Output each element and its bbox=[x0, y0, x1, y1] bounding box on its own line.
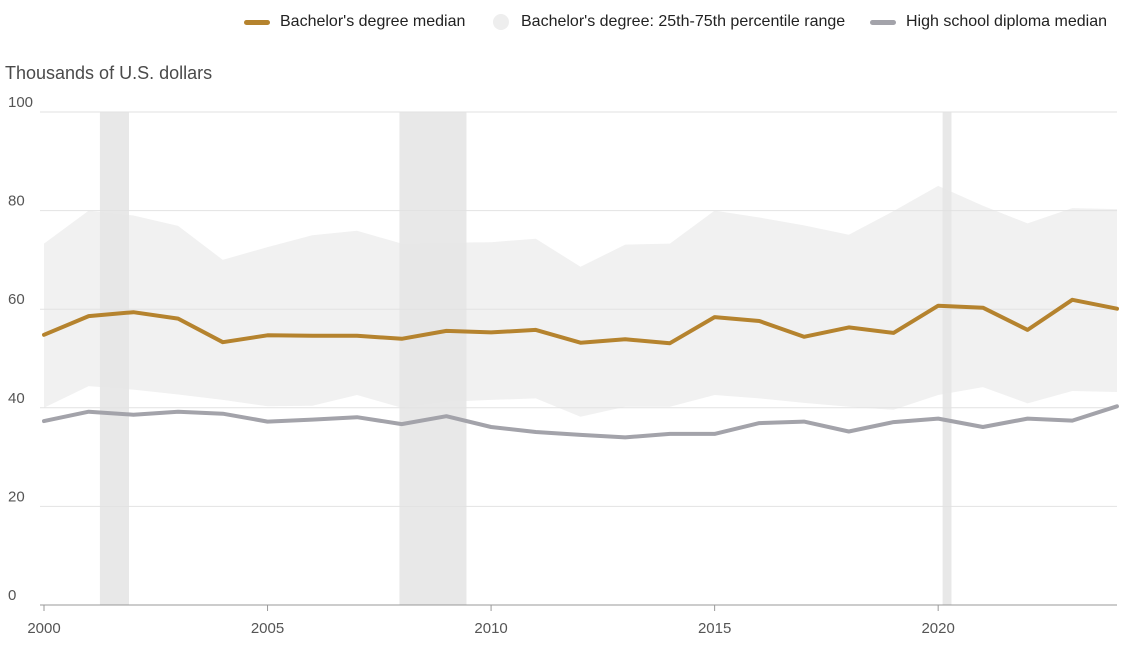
series-line-0 bbox=[42, 297, 1119, 346]
x-tick-label-2000: 2000 bbox=[27, 620, 60, 637]
legend-swatch-bachelors-range bbox=[493, 14, 509, 30]
x-tick-label-2020: 2020 bbox=[921, 620, 954, 637]
y-tick-label-60: 60 bbox=[8, 291, 25, 308]
legend-item-highschool-median: High school diploma median bbox=[870, 10, 1107, 34]
y-tick-label-0: 0 bbox=[8, 587, 16, 604]
y-tick-label-80: 80 bbox=[8, 193, 25, 210]
recession-shade-0 bbox=[99, 112, 129, 605]
legend-item-bachelors-range: Bachelor's degree: 25th-75th percentile … bbox=[493, 10, 845, 34]
recession-shade-2 bbox=[942, 112, 952, 605]
y-tick-label-100: 100 bbox=[8, 94, 33, 111]
legend-label-highschool-median: High school diploma median bbox=[906, 13, 1107, 30]
y-axis-label: Thousands of U.S. dollars bbox=[5, 63, 213, 83]
legend-swatch-highschool-median bbox=[870, 19, 896, 25]
legend-item-bachelors-median: Bachelor's degree median bbox=[244, 10, 465, 34]
y-tick-label-40: 40 bbox=[8, 390, 25, 407]
x-tick-label-2015: 2015 bbox=[698, 620, 731, 637]
x-tick-label-2010: 2010 bbox=[474, 620, 507, 637]
y-tick-label-20: 20 bbox=[8, 488, 25, 505]
series-line-1 bbox=[42, 404, 1119, 440]
legend: Bachelor's degree median Bachelor's degr… bbox=[0, 10, 1132, 38]
x-tick-label-2005: 2005 bbox=[251, 620, 284, 637]
recession-shade-1 bbox=[399, 112, 467, 605]
legend-label-bachelors-median: Bachelor's degree median bbox=[280, 13, 466, 30]
legend-swatch-bachelors-median bbox=[244, 19, 270, 25]
percentile-band bbox=[44, 185, 1117, 417]
legend-label-bachelors-range: Bachelor's degree: 25th-75th percentile … bbox=[521, 13, 846, 30]
